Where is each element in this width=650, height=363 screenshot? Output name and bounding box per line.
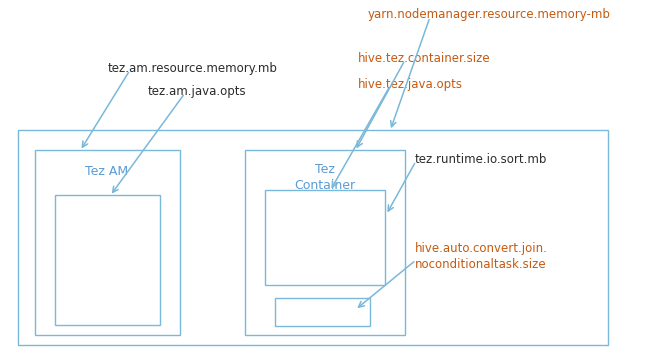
- Bar: [245, 150, 405, 335]
- Text: Tez
Container: Tez Container: [294, 163, 356, 192]
- Bar: [18, 130, 608, 345]
- Bar: [55, 195, 160, 325]
- Text: Tez AM: Tez AM: [85, 165, 129, 178]
- Text: tez.runtime.io.sort.mb: tez.runtime.io.sort.mb: [415, 153, 547, 166]
- Text: hive.tez.java.opts: hive.tez.java.opts: [358, 78, 463, 91]
- Bar: [35, 150, 180, 335]
- Text: hive.tez.container.size: hive.tez.container.size: [358, 52, 491, 65]
- Bar: [265, 190, 385, 285]
- Text: tez.am.resource.memory.mb: tez.am.resource.memory.mb: [108, 62, 278, 75]
- Text: hive.auto.convert.join.
noconditionaltask.size: hive.auto.convert.join. noconditionaltas…: [415, 242, 548, 271]
- Text: tez.am.java.opts: tez.am.java.opts: [148, 85, 246, 98]
- Text: yarn.nodemanager.resource.memory-mb: yarn.nodemanager.resource.memory-mb: [368, 8, 611, 21]
- Bar: [275, 298, 370, 326]
